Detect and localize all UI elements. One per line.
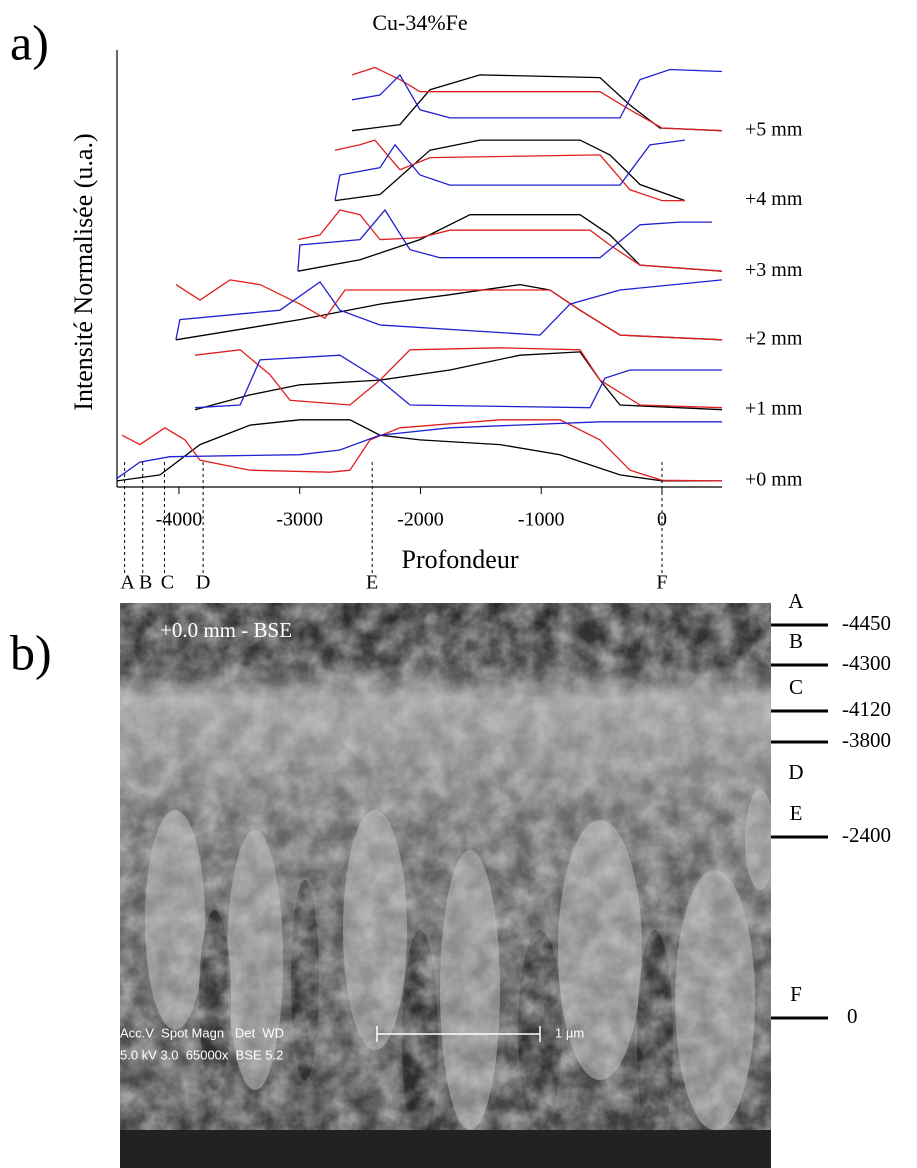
- depth-letter: D: [788, 760, 803, 784]
- marker-label: A: [120, 572, 135, 594]
- offset-label: +3 mm: [745, 259, 803, 281]
- depth-value: -3800: [842, 728, 891, 752]
- panel-label: b): [10, 624, 52, 680]
- scale-bar-label: 1 µm: [555, 1025, 584, 1040]
- x-tick-label: -2000: [397, 509, 444, 531]
- marker-label: F: [656, 572, 667, 594]
- profile-line: [334, 139, 685, 202]
- depth-letter: B: [789, 629, 803, 653]
- x-tick-label: -1000: [518, 509, 565, 531]
- profile-line: [297, 209, 723, 272]
- sem-texture: [120, 603, 771, 1168]
- x-tick-label: -4000: [156, 509, 203, 531]
- marker-label: B: [139, 572, 152, 594]
- depth-value: -4300: [842, 651, 891, 675]
- depth-value: -4120: [842, 697, 891, 721]
- sem-image: +0.0 mm - BSE Acc.V Spot Magn Det WD 5.0…: [120, 603, 771, 1168]
- profile-line: [351, 74, 723, 132]
- profile-line: [297, 214, 723, 272]
- offset-label: +5 mm: [745, 118, 803, 140]
- profile-line: [175, 279, 723, 341]
- marker-label: D: [196, 572, 210, 594]
- y-axis-label: Intensité Normalisée (u.a.): [69, 133, 98, 410]
- profile-line: [351, 66, 723, 132]
- offset-label: +2 mm: [745, 327, 803, 349]
- profile-line: [121, 419, 723, 482]
- sem-footer: [120, 1130, 771, 1168]
- image-info: Acc.V Spot Magn Det WD: [120, 1025, 284, 1040]
- panel-label: a): [10, 14, 49, 70]
- profile-line: [334, 139, 685, 201]
- marker-label: E: [366, 572, 378, 594]
- image-caption: +0.0 mm - BSE: [160, 618, 292, 642]
- depth-value: -2400: [842, 823, 891, 847]
- depth-letter: F: [790, 982, 802, 1006]
- offset-label: +1 mm: [745, 397, 803, 419]
- profile-line: [194, 354, 722, 409]
- x-axis-label: Profondeur: [402, 545, 519, 574]
- profile-line: [334, 139, 686, 202]
- profile-line: [297, 208, 712, 272]
- profile-line: [116, 421, 722, 479]
- profile-line: [116, 419, 722, 482]
- profile-line: [194, 351, 723, 411]
- depth-value: 0: [847, 1004, 858, 1028]
- offset-label: +4 mm: [745, 188, 803, 210]
- profile-line: [175, 279, 723, 340]
- offset-label: +0 mm: [745, 469, 803, 491]
- marker-label: C: [161, 572, 174, 594]
- image-info: 5.0 kV 3.0 65000x BSE 5.2: [120, 1047, 283, 1062]
- x-tick-label: -3000: [276, 509, 323, 531]
- depth-letter: C: [789, 675, 803, 699]
- chart-title: Cu-34%Fe: [372, 10, 467, 35]
- depth-letter: A: [788, 589, 804, 613]
- depth-letter: E: [790, 801, 803, 825]
- profile-line: [351, 68, 723, 119]
- depth-value: -4450: [842, 611, 891, 635]
- x-tick-label: 0: [657, 509, 667, 531]
- profile-line: [194, 347, 723, 409]
